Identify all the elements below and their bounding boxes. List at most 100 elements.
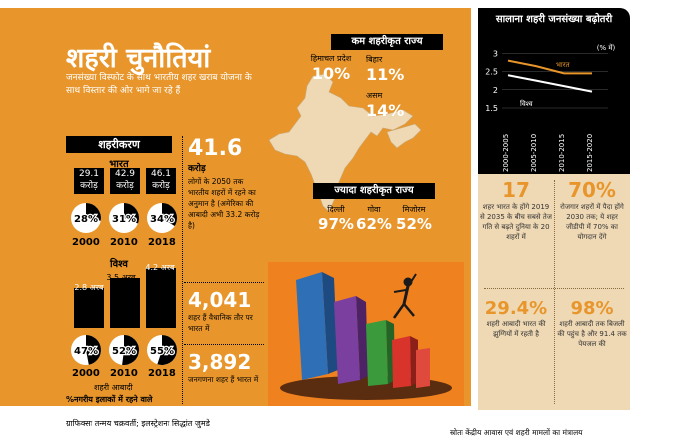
- fact-1-text: शहर भारत के होंगे 2019 से 2035 के बीच सब…: [480, 203, 552, 241]
- world-pct-2018: 55%: [150, 346, 174, 357]
- world-fill-2010: [122, 335, 140, 365]
- world-pop-2010: 3.5 अरब: [106, 273, 136, 282]
- india-year-2010: 2010: [110, 237, 138, 248]
- world-pct-2010: 52%: [112, 346, 136, 357]
- building-small: [416, 348, 430, 388]
- most-state-3-name: मिजोरम: [402, 205, 426, 214]
- world-fill-2018: [157, 335, 177, 365]
- india-year-2018: 2018: [148, 237, 176, 248]
- world-year-2018: 2018: [148, 368, 176, 379]
- india-fill-2010: [124, 203, 140, 224]
- stat-3-value: 3,892: [188, 350, 252, 374]
- fact-1-value: 17: [502, 178, 530, 202]
- india-pct-2018: 34%: [150, 214, 174, 225]
- least-state-1-name: हिमाचल प्रदेश: [310, 54, 352, 63]
- fact-divider-h: [484, 288, 624, 289]
- growth-line-chart: (% में) 1.5 2 2.5 3 2000-2005 2005-2010 2010-…: [485, 43, 616, 172]
- most-state-2: गोवा 62%: [354, 204, 394, 233]
- least-state-1-value: 10%: [311, 64, 351, 83]
- city-illustration: [268, 262, 464, 406]
- page-title: शहरी चुनौतियां: [66, 43, 211, 74]
- growth-grid: [502, 53, 608, 109]
- world-circle-2018: 55%: [147, 335, 177, 365]
- fact-3-value: 29.4%: [484, 298, 548, 319]
- world-circle-2000: 47%: [71, 335, 101, 365]
- least-state-2: बिहार 11%: [366, 54, 406, 84]
- y-tick-label: 1.5: [485, 104, 498, 113]
- india-pop-bars: 29.1 करोड़ 42.9 करोड़ 46.1 करोड़: [70, 168, 180, 194]
- india-circle-2010: 31%: [109, 203, 140, 233]
- divider-3: [182, 136, 183, 404]
- world-pop-bar-2010: [110, 278, 140, 328]
- building-red: [392, 336, 418, 388]
- stat-3-text: जनगणना शहर हैं भारत में: [188, 375, 259, 384]
- x-tick-label: 2010-2015: [558, 134, 566, 172]
- world-pop-2000: 2.8 अरब: [74, 283, 104, 292]
- india-circle-2000: 28%: [71, 203, 101, 233]
- stat-1: 41.6 करोड़ लोगों के 2050 तक भारतीय शहरों…: [188, 136, 264, 231]
- page-subtitle: जनसंख्या विस्फोट के साथ भारतीय शहर खराब …: [66, 73, 252, 96]
- india-year-2000: 2000: [72, 237, 100, 248]
- climbing-figure: [392, 273, 417, 319]
- least-state-2-name: बिहार: [366, 55, 383, 64]
- building-blue: [296, 272, 338, 380]
- world-pop-bars: 2.8 अरब 3.5 अरब 4.2 अरब: [70, 263, 180, 328]
- fact-1: 17 शहर भारत के होंगे 2019 से 2035 के बीच…: [480, 178, 552, 242]
- india-pct-2010: 31%: [112, 214, 136, 225]
- india-pop-2010: 42.9 करोड़: [114, 169, 136, 191]
- growth-chart-panel: [478, 8, 630, 174]
- series-label-world: विश्व: [520, 99, 533, 108]
- stat-2: 4,041 शहर हैं वैधानिक तौर पर भारत में: [188, 288, 264, 334]
- series-line-0: [507, 59, 592, 75]
- fact-2: 70% रोजगार शहरों में पैदा होंगे 2030 तक;…: [556, 178, 628, 242]
- legend-circles: %नगरीय इलाकों में रहने वाले: [66, 395, 153, 404]
- fact-4-value: 98%: [570, 298, 614, 319]
- most-state-2-name: गोवा: [367, 205, 381, 214]
- growth-lines: [507, 59, 593, 93]
- india-fill-2018: [162, 203, 177, 227]
- most-urbanised-header: ज्यादा शहरीकृत राज्य: [313, 183, 435, 199]
- india-circle-2018: 34%: [147, 203, 177, 233]
- fact-4: 98% शहरी आबादी तक बिजली की पहुंच है और 9…: [556, 298, 628, 349]
- growth-xticks: 2000-2005 2005-2010 2010-2015 2015-2020: [502, 134, 594, 172]
- least-state-3-value: 14%: [366, 101, 405, 120]
- series-line-1: [507, 74, 593, 93]
- building-green: [366, 320, 395, 386]
- legend-bars: शहरी आबादी: [94, 383, 133, 392]
- stat-1-unit: करोड़: [188, 164, 206, 174]
- world-pop-bar-2000: [74, 288, 104, 328]
- x-tick-label: 2015-2020: [586, 134, 594, 172]
- footer-source: स्रोतः केंद्रीय आवास एवं शहरी मामलों का …: [450, 428, 583, 437]
- most-state-1: दिल्ली 97%: [316, 204, 356, 233]
- least-state-2-value: 11%: [366, 65, 405, 84]
- most-state-1-name: दिल्ली: [327, 205, 345, 214]
- india-map-shape: [268, 73, 414, 213]
- building-purple: [334, 296, 368, 384]
- most-state-2-value: 62%: [356, 215, 392, 233]
- india-pop-bar-2018: 46.1 करोड़: [146, 168, 176, 194]
- fact-4-text: शहरी आबादी तक बिजली की पहुंच है और 91.4 …: [557, 320, 627, 348]
- stat-2-text: शहर हैं वैधानिक तौर पर भारत में: [188, 313, 253, 333]
- growth-unit: (% में): [597, 43, 616, 52]
- fact-2-value: 70%: [568, 178, 616, 202]
- world-circle-2010: 52%: [109, 335, 140, 365]
- least-state-3: असम 14%: [366, 90, 406, 120]
- world-pct-2000: 47%: [74, 346, 98, 357]
- india-pop-bar-2010: 42.9 करोड़: [110, 168, 140, 194]
- india-fill-2000: [86, 203, 101, 221]
- growth-yticks: 1.5 2 2.5 3: [485, 49, 498, 113]
- northeast-shape: [386, 123, 422, 149]
- x-tick-label: 2005-2010: [530, 134, 538, 172]
- india-map: [268, 73, 422, 213]
- india-pop-bar-2000: 29.1 करोड़: [74, 168, 104, 194]
- world-pop-bar-2018: [146, 268, 176, 328]
- india-label: भारत: [109, 159, 129, 170]
- fact-2-text: रोजगार शहरों में पैदा होंगे 2030 तक; ये …: [560, 203, 624, 241]
- growth-chart-title: सालाना शहरी जनसंख्या बढ़ोतरी: [495, 14, 613, 25]
- world-percent-circles: 47% 52% 55%: [71, 335, 177, 365]
- most-state-3-value: 52%: [396, 215, 432, 233]
- india-pop-2018: 46.1 करोड़: [150, 169, 172, 191]
- x-tick-label: 2000-2005: [502, 134, 510, 172]
- fact-3: 29.4% शहरी आबादी भारत की झुग्गियों में र…: [480, 298, 552, 339]
- world-fill-2000: [86, 335, 101, 365]
